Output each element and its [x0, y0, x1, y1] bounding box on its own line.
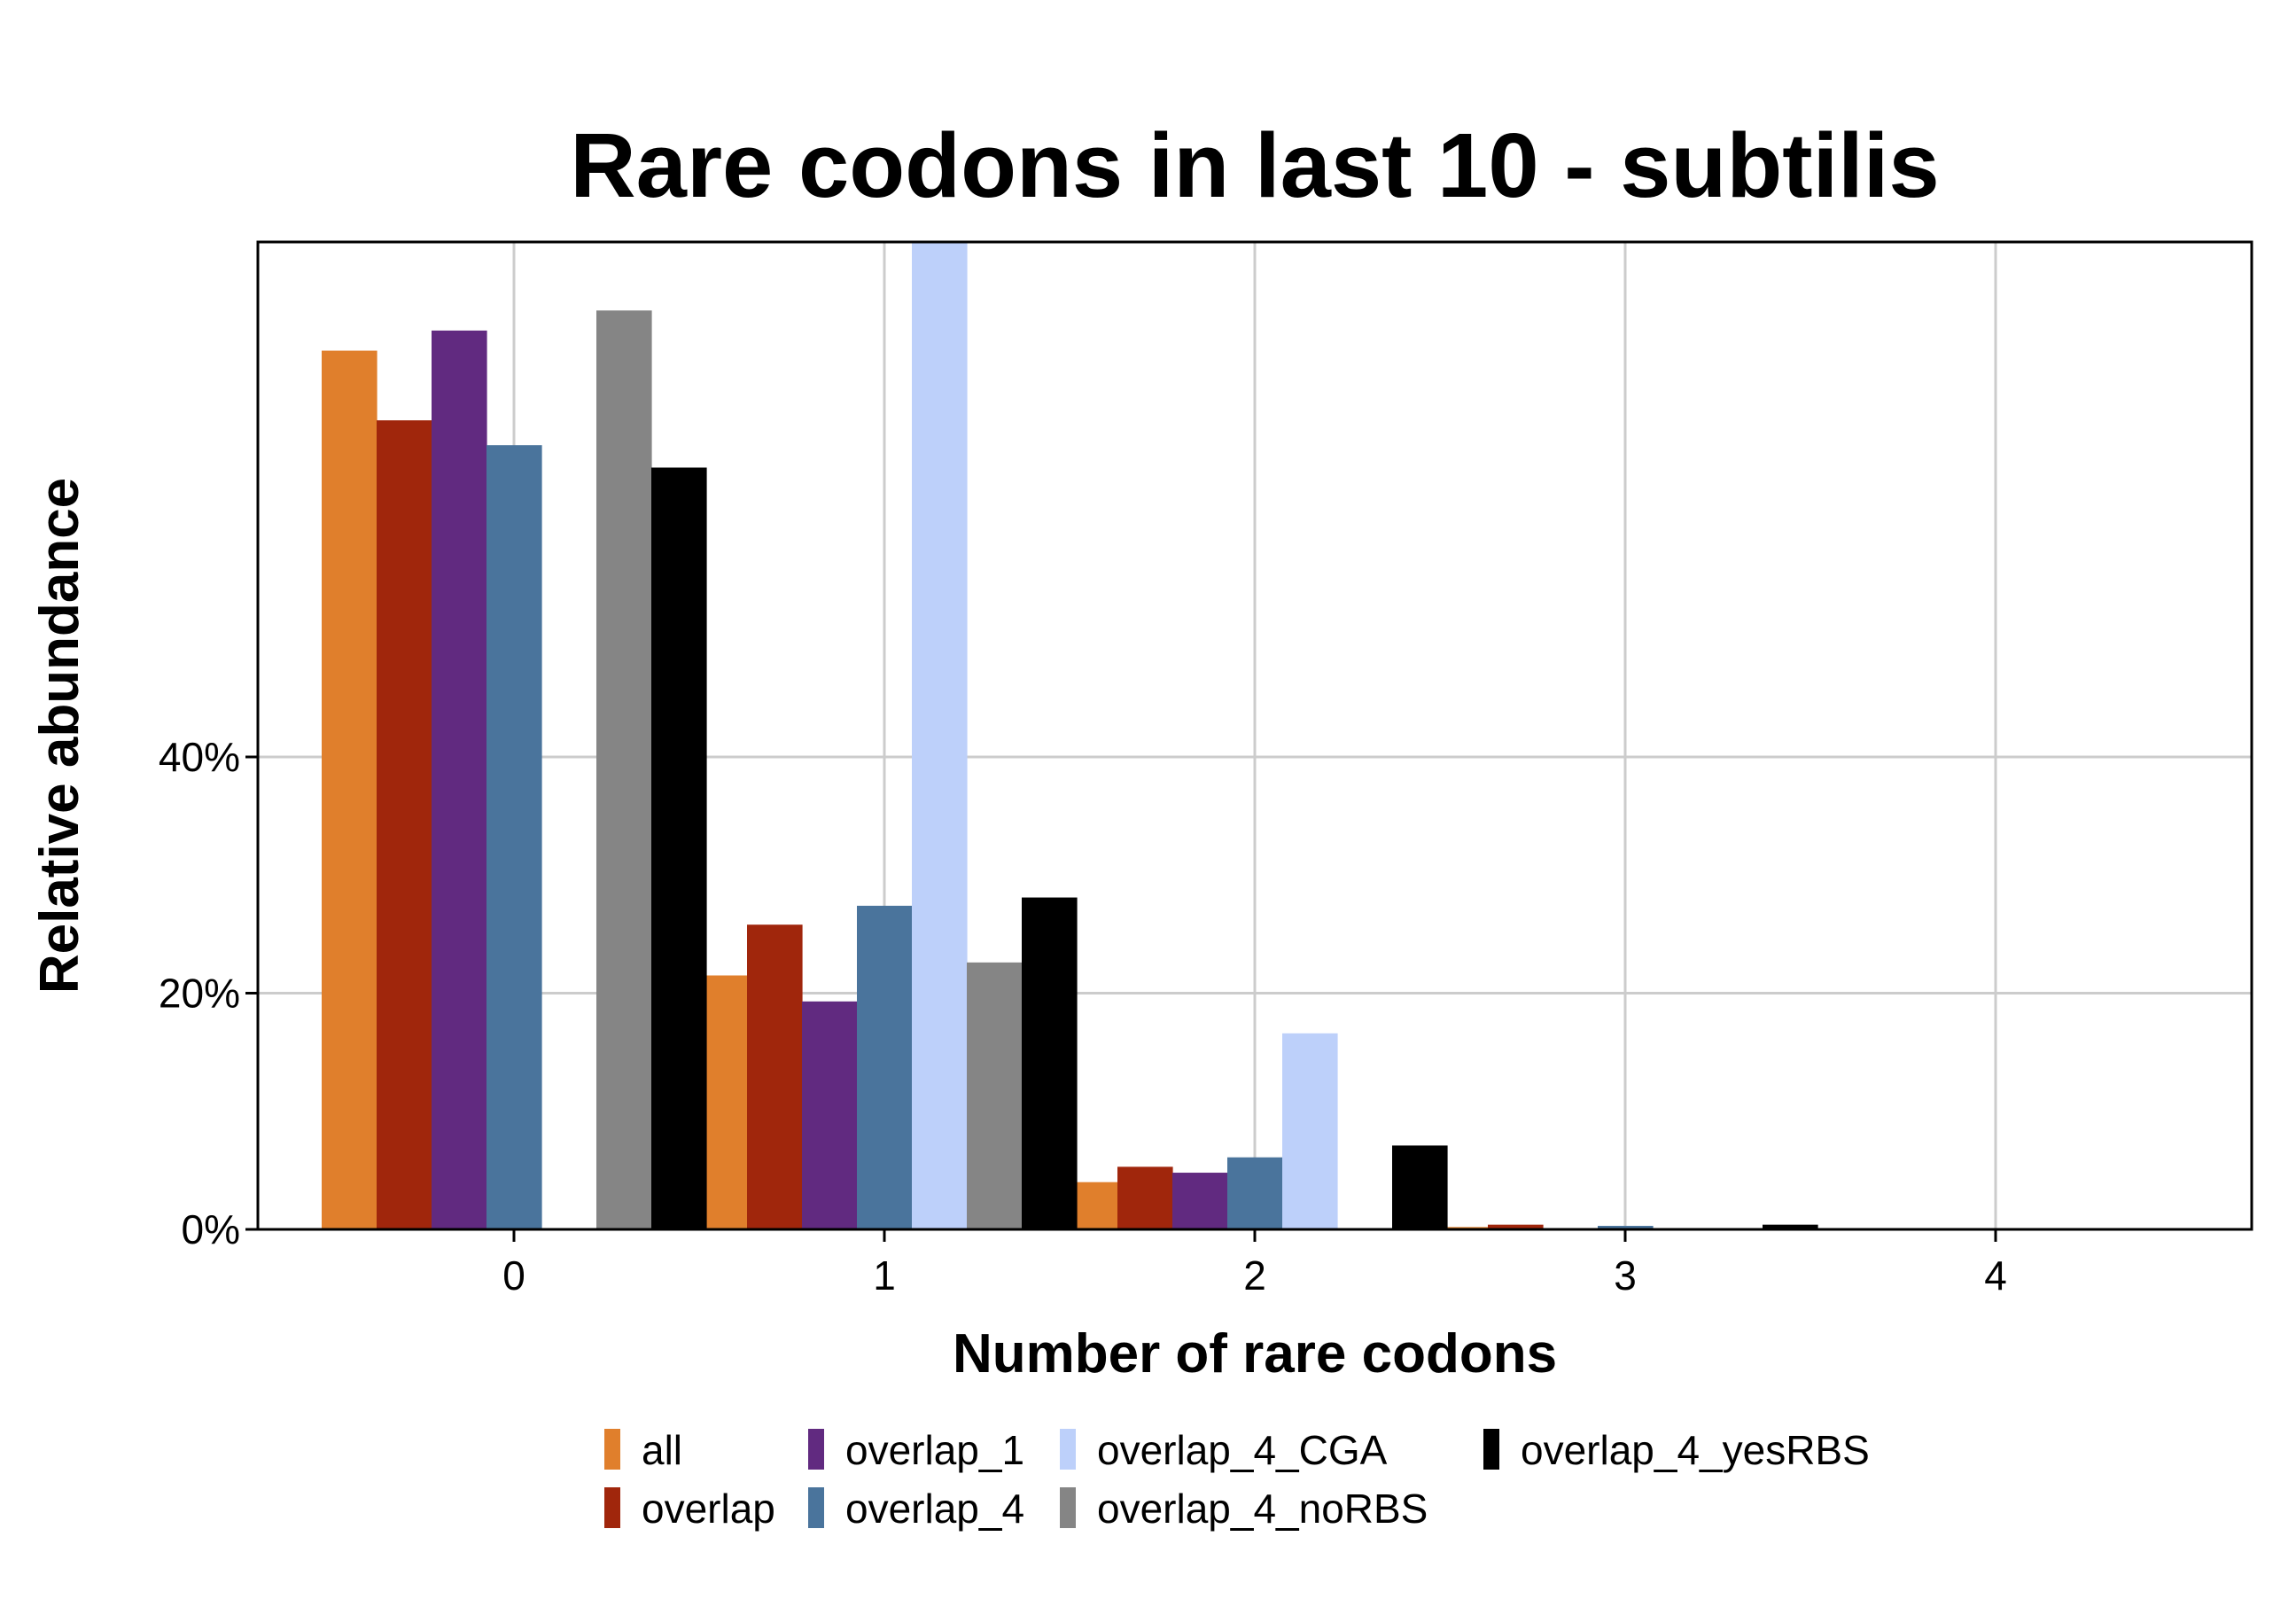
- bar-overlap-2: [1117, 1166, 1173, 1229]
- y-axis-title: Relative abundance: [29, 478, 90, 994]
- bar-overlap_1-2: [1172, 1173, 1228, 1229]
- bar-overlap_4_yesRBS-2: [1392, 1145, 1448, 1229]
- y-tick-label: 0%: [182, 1206, 240, 1252]
- legend-label-overlap_4_CGA: overlap_4_CGA: [1097, 1427, 1388, 1473]
- legend-swatch-overlap_4: [808, 1487, 824, 1528]
- bar-overlap_4_CGA-1: [912, 242, 968, 1229]
- bar-overlap_1-1: [802, 1001, 858, 1229]
- legend-swatch-overlap_1: [808, 1429, 824, 1470]
- bar-overlap_4-0: [486, 445, 542, 1229]
- bar-overlap_4_noRBS-0: [596, 310, 652, 1229]
- bar-overlap-3: [1488, 1224, 1544, 1229]
- legend-label-overlap_4_noRBS: overlap_4_noRBS: [1097, 1486, 1428, 1532]
- legend-swatch-overlap_4_yesRBS: [1483, 1429, 1499, 1470]
- legend-swatch-all: [604, 1429, 620, 1470]
- bar-overlap_1-0: [432, 330, 487, 1229]
- bar-overlap-1: [747, 924, 803, 1229]
- x-tick-label: 1: [873, 1252, 896, 1299]
- bar-overlap_4-3: [1598, 1226, 1654, 1229]
- chart-title: Rare codons in last 10 - subtilis: [570, 114, 1939, 216]
- x-tick-label: 2: [1243, 1252, 1266, 1299]
- bar-all-0: [322, 350, 377, 1230]
- bar-overlap_4-2: [1227, 1157, 1283, 1229]
- bar-overlap_4_yesRBS-3: [1763, 1224, 1818, 1229]
- legend-swatch-overlap_4_CGA: [1060, 1429, 1076, 1470]
- x-tick-label: 0: [502, 1252, 525, 1299]
- legend-swatch-overlap: [604, 1487, 620, 1528]
- bar-overlap_4-1: [857, 905, 913, 1229]
- legend-label-all: all: [642, 1427, 682, 1473]
- x-axis-ticks: 0 1 2 3 4: [502, 1229, 2007, 1299]
- y-axis-ticks: 0% 20% 40%: [159, 734, 258, 1252]
- bar-overlap_4_noRBS-1: [967, 962, 1023, 1229]
- x-axis-title: Number of rare codons: [953, 1323, 1557, 1384]
- legend-swatch-overlap_4_noRBS: [1060, 1487, 1076, 1528]
- legend: all overlap overlap_1 overlap_4 overlap_4_CG…: [604, 1427, 1870, 1532]
- y-tick-label: 20%: [159, 970, 240, 1016]
- bars: [322, 242, 1818, 1230]
- legend-label-overlap_1: overlap_1: [845, 1427, 1024, 1473]
- legend-label-overlap_4: overlap_4: [845, 1486, 1024, 1532]
- bar-overlap-0: [377, 420, 432, 1230]
- x-tick-label: 3: [1614, 1252, 1637, 1299]
- legend-label-overlap_4_yesRBS: overlap_4_yesRBS: [1521, 1427, 1870, 1473]
- bar-overlap_4_yesRBS-0: [651, 467, 707, 1229]
- x-tick-label: 4: [1984, 1252, 2007, 1299]
- bar-overlap_4_CGA-2: [1282, 1033, 1338, 1229]
- bar-overlap_4_yesRBS-1: [1022, 897, 1078, 1229]
- grid: [258, 242, 2252, 1229]
- y-tick-label: 40%: [159, 734, 240, 780]
- legend-label-overlap: overlap: [642, 1486, 775, 1532]
